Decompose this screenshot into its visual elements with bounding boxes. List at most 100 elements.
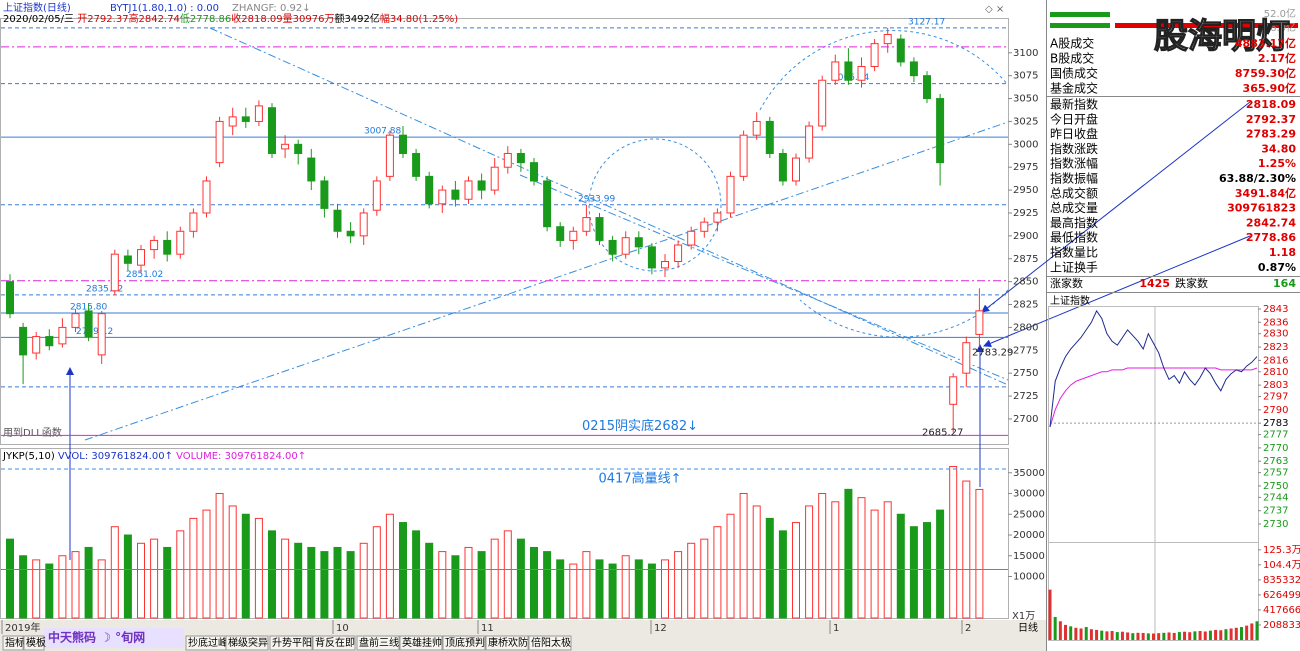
candle-body — [595, 217, 604, 241]
tab-label[interactable]: 升势平阳 — [272, 636, 312, 649]
bar — [1050, 23, 1110, 28]
tab-label[interactable]: 抄底过峰 — [188, 636, 228, 649]
volume-bar — [359, 542, 368, 619]
y-tick-label: 3025 — [1013, 116, 1038, 127]
volume-header: JYKP(5,10) VVOL: 309761824.00↑ VOLUME: 3… — [2, 451, 306, 462]
tab-label[interactable]: 梯级突异 — [228, 636, 268, 649]
volume-bar — [608, 563, 617, 619]
row-value: 63.88/2.30% — [1219, 172, 1296, 185]
tab-label[interactable]: 指标 — [5, 636, 25, 649]
candle-body — [608, 239, 617, 255]
y-tick-label: 2757 — [1263, 468, 1288, 479]
intraday-volume — [1193, 631, 1197, 640]
volume-bar — [176, 530, 185, 619]
y-tick-label: 35000 — [1013, 468, 1045, 479]
window-icons[interactable]: ◇ × — [985, 4, 1004, 15]
tab[interactable] — [356, 635, 400, 651]
y-tick-label: 10000 — [1013, 572, 1045, 583]
y-tick-label: 2744 — [1263, 492, 1288, 503]
intraday-volume — [1058, 621, 1062, 640]
y-tick-label: 30000 — [1013, 489, 1045, 500]
price-frame — [0, 18, 1009, 445]
tab[interactable] — [485, 635, 529, 651]
bar — [1050, 12, 1110, 17]
volume-bar — [805, 505, 814, 619]
volume-bar — [241, 513, 250, 619]
intraday-volume — [1064, 624, 1068, 640]
tab-label[interactable]: 倍阳太极 — [531, 636, 571, 649]
volume-bar — [163, 546, 172, 619]
candle-body — [228, 116, 237, 127]
volume-bar — [739, 493, 748, 619]
candle-body — [307, 157, 316, 182]
candle-body — [464, 180, 473, 200]
period-tab[interactable]: 日线 — [1018, 621, 1038, 634]
volume-bar — [123, 534, 132, 619]
intraday-volume — [1234, 627, 1238, 640]
y-tick-label: 104.4万 — [1263, 560, 1300, 571]
row-label: 最新指数 — [1050, 97, 1098, 112]
volume-bar — [307, 546, 316, 619]
y-tick-label: 626499 — [1263, 590, 1300, 601]
candle-body — [6, 281, 14, 315]
x-tick-label: 1 — [833, 623, 839, 634]
candle-body — [726, 175, 735, 214]
row-value: 1.18 — [1269, 246, 1296, 259]
x-tick-label: 10 — [336, 623, 349, 634]
tab-label[interactable]: 英雄挂帅 — [402, 636, 442, 649]
tab[interactable] — [23, 635, 45, 651]
volume-bar — [516, 538, 525, 619]
bar — [1115, 23, 1298, 28]
volume-bar — [464, 546, 473, 619]
row-value: 2792.37 — [1246, 113, 1296, 126]
candle-body — [909, 61, 918, 77]
tab-label[interactable]: 背反在即 — [315, 636, 355, 649]
candle-body — [241, 116, 250, 122]
volume-bar — [713, 526, 722, 619]
volume-bar — [254, 517, 263, 619]
volume-bar — [399, 522, 407, 619]
tab[interactable] — [528, 635, 572, 651]
y-tick-label: 15000 — [1013, 551, 1045, 562]
tab[interactable] — [399, 635, 443, 651]
candle-body — [84, 310, 93, 338]
volume-bar — [569, 563, 578, 619]
y-tick-label: 2823 — [1263, 342, 1288, 353]
intraday-volume — [1084, 627, 1088, 640]
volume-bar — [202, 509, 211, 619]
volume-bar — [294, 542, 303, 619]
y-tick-label: 2810 — [1263, 367, 1288, 378]
volume-bar — [700, 538, 709, 619]
tab-label[interactable]: 康桥欢防 — [488, 636, 528, 649]
arrow — [983, 235, 1251, 348]
volume-bar — [818, 493, 827, 619]
volume-bar — [647, 563, 656, 619]
tab-label[interactable]: 顶底预判 — [445, 636, 485, 649]
tab-label[interactable]: 盘前三线 — [359, 636, 399, 649]
volume-bar — [215, 493, 224, 619]
tab[interactable] — [225, 635, 269, 651]
intraday-volume — [1048, 589, 1052, 640]
tab[interactable] — [2, 635, 24, 651]
row-value: 2783.29 — [1246, 128, 1296, 141]
volume-bar — [896, 513, 905, 619]
candle-body — [58, 326, 67, 345]
candle-body — [150, 239, 159, 251]
volume-bar — [634, 559, 643, 619]
y-tick-label: 2763 — [1263, 456, 1288, 467]
volume-bar — [556, 559, 565, 619]
candle-body — [831, 61, 840, 81]
intraday-volume — [1157, 633, 1161, 640]
y-tick-label: 2850 — [1013, 277, 1038, 288]
tab[interactable] — [269, 635, 313, 651]
tab-label[interactable]: 模板 — [26, 636, 46, 649]
intraday-volume — [1177, 632, 1181, 640]
candle-body — [713, 212, 722, 223]
volume-bar — [543, 551, 552, 619]
volume-bar — [150, 538, 159, 619]
intraday-title: 上证指数 — [1050, 294, 1090, 307]
tab[interactable] — [312, 635, 356, 651]
intraday-volume — [1198, 631, 1202, 640]
volume-bar — [844, 488, 853, 619]
tab[interactable] — [442, 635, 486, 651]
